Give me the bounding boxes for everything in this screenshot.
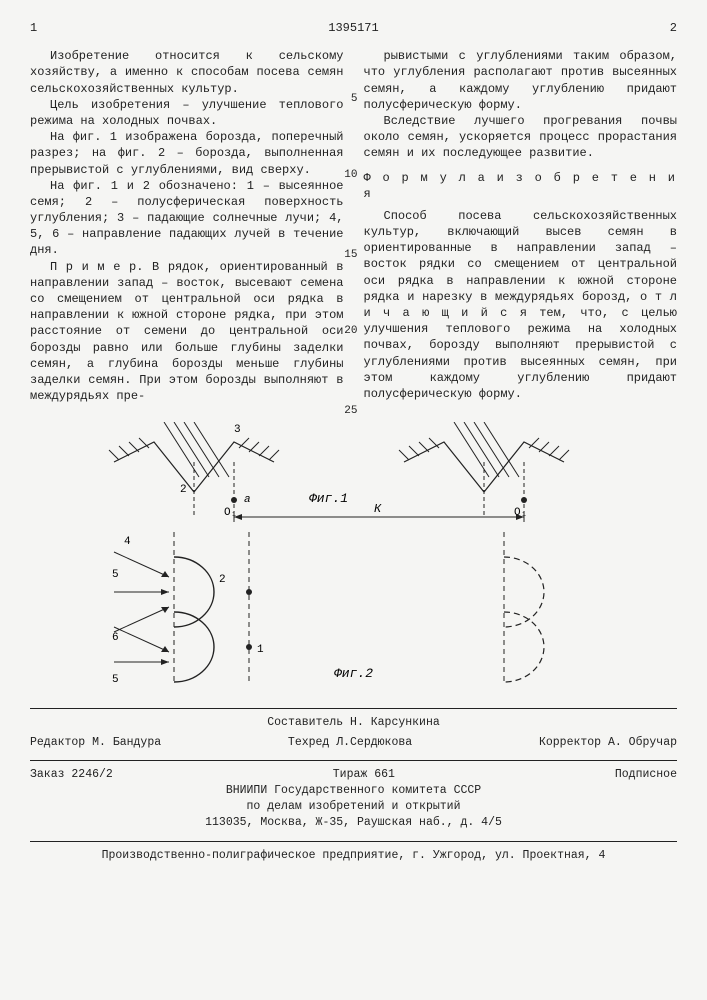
footer-address: 113035, Москва, Ж-35, Раушская наб., д. … <box>30 815 677 831</box>
figures-block: 3 2 O₁ a <box>30 422 677 697</box>
fig1-right: O₁ <box>399 422 569 519</box>
footer-separator-1 <box>30 708 677 709</box>
fig2-caption: Фиг.2 <box>334 666 373 681</box>
fig1-label-3: 3 <box>234 424 241 436</box>
page-number-right: 2 <box>670 20 677 36</box>
footer-order-row: Заказ 2246/2 Тираж 661 Подписное <box>30 767 677 783</box>
formula-title: Ф о р м у л а и з о б р е т е н и я <box>364 170 678 202</box>
footer-printer: Производственно-полиграфическое предприя… <box>30 848 677 864</box>
header: 1 1395171 2 <box>30 20 677 36</box>
left-para-5: П р и м е р. В рядок, ориентированный в … <box>30 259 344 405</box>
body-columns: 5 10 15 20 25 Изобретение относится к се… <box>30 48 677 404</box>
footer-editor: Редактор М. Бандура <box>30 735 161 751</box>
line-mark-20: 20 <box>344 324 357 339</box>
footer-order: Заказ 2246/2 <box>30 767 113 783</box>
left-para-1: Изобретение относится к сельскому хозяйс… <box>30 48 344 97</box>
right-para-2: Вследствие лучшего прогревания почвы око… <box>364 113 678 162</box>
fig1-caption: Фиг.1 <box>309 491 348 506</box>
footer-separator-3 <box>30 841 677 842</box>
fig1-left: 3 2 O₁ a <box>109 422 279 519</box>
page-number-left: 1 <box>30 20 37 36</box>
fig1-label-2-left: 2 <box>180 484 187 496</box>
fig1-label-a: a <box>244 494 251 506</box>
fig2-label-4: 4 <box>124 536 131 548</box>
fig2-label-5b: 5 <box>112 674 119 686</box>
line-mark-15: 15 <box>344 248 357 263</box>
footer-techred: Техред Л.Сердюкова <box>161 735 539 751</box>
footer-tirage: Тираж 661 <box>113 767 615 783</box>
patent-number: 1395171 <box>37 20 670 36</box>
footer-compiler: Составитель Н. Карсункина <box>30 715 677 731</box>
fig2-label-2: 2 <box>219 574 226 586</box>
footer-org2: по делам изобретений и открытий <box>30 799 677 815</box>
left-column: 5 10 15 20 25 Изобретение относится к се… <box>30 48 344 404</box>
fig2-label-6: 6 <box>112 632 119 644</box>
left-para-4: На фиг. 1 и 2 обозначено: 1 – высеянное … <box>30 178 344 259</box>
right-column: рывистыми с углублениями таким образом, … <box>364 48 678 404</box>
line-mark-5: 5 <box>351 92 358 107</box>
footer-credits-row: Редактор М. Бандура Техред Л.Сердюкова К… <box>30 735 677 751</box>
page: 1 1395171 2 5 10 15 20 25 Изобретение от… <box>30 20 677 864</box>
fig2-label-5a: 5 <box>112 569 119 581</box>
right-para-1: рывистыми с углублениями таким образом, … <box>364 48 678 113</box>
fig2-left: 4 5 6 5 2 1 <box>112 532 264 686</box>
footer-subscription: Подписное <box>615 767 677 783</box>
right-para-3: Способ посева сельскохозяйственных культ… <box>364 208 678 402</box>
figures-svg: 3 2 O₁ a <box>84 422 624 692</box>
left-para-2: Цель изобретения – улучшение теплового р… <box>30 97 344 129</box>
fig2-label-1: 1 <box>257 644 264 656</box>
line-mark-25: 25 <box>344 404 357 419</box>
fig2-right <box>504 532 544 682</box>
footer-corrector: Корректор А. Обручар <box>539 735 677 751</box>
footer-separator-2 <box>30 760 677 761</box>
footer-org1: ВНИИПИ Государственного комитета СССР <box>30 783 677 799</box>
line-mark-10: 10 <box>344 168 357 183</box>
left-para-3: На фиг. 1 изображена борозда, поперечный… <box>30 129 344 178</box>
fig-label-K: К <box>374 502 382 516</box>
